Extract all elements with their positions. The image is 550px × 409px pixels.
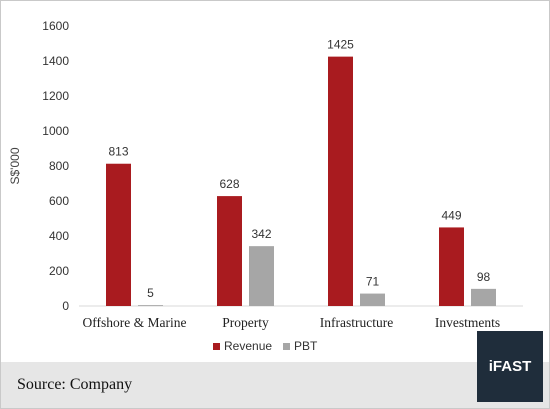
data-label: 628 [219,177,239,191]
bar-pbt [471,288,496,306]
x-tick-label: Investments [435,315,500,330]
bar-pbt [249,246,274,306]
y-axis-label: S$'000 [8,147,22,184]
source-note: Source: Company [17,376,133,393]
bar-revenue [439,227,464,306]
x-tick-label: Offshore & Marine [83,315,187,330]
y-tick-label: 1400 [42,54,69,68]
legend-swatch [283,343,290,350]
y-tick-label: 1200 [42,89,69,103]
y-tick-label: 200 [49,264,69,278]
y-tick-label: 0 [62,299,69,313]
data-label: 1425 [327,38,354,52]
bar-revenue [106,163,131,306]
legend-label: Revenue [224,339,272,353]
data-label: 5 [147,286,154,300]
data-label: 449 [441,208,461,222]
bar-revenue [328,56,353,306]
y-tick-label: 1000 [42,124,69,138]
bar-pbt [360,293,385,306]
x-tick-label: Property [222,315,269,330]
bar-revenue [217,196,242,306]
data-label: 342 [251,227,271,241]
data-label: 98 [477,270,491,284]
legend-swatch [213,343,220,350]
data-label: 813 [108,145,128,159]
x-tick-label: Infrastructure [320,315,393,330]
y-tick-label: 1600 [42,19,69,33]
bar-chart: 0 200 400 600 800 1000 1200 1400 1600 S$'000 813 5 O… [8,19,523,353]
y-tick-label: 600 [49,194,69,208]
data-label: 71 [366,275,380,289]
y-tick-label: 400 [49,229,69,243]
y-tick-label: 800 [49,159,69,173]
footer-bar: Source: Company [1,362,549,408]
brand-logo: iFAST [477,331,543,402]
bar-pbt [138,305,163,306]
legend-label: PBT [294,339,318,353]
